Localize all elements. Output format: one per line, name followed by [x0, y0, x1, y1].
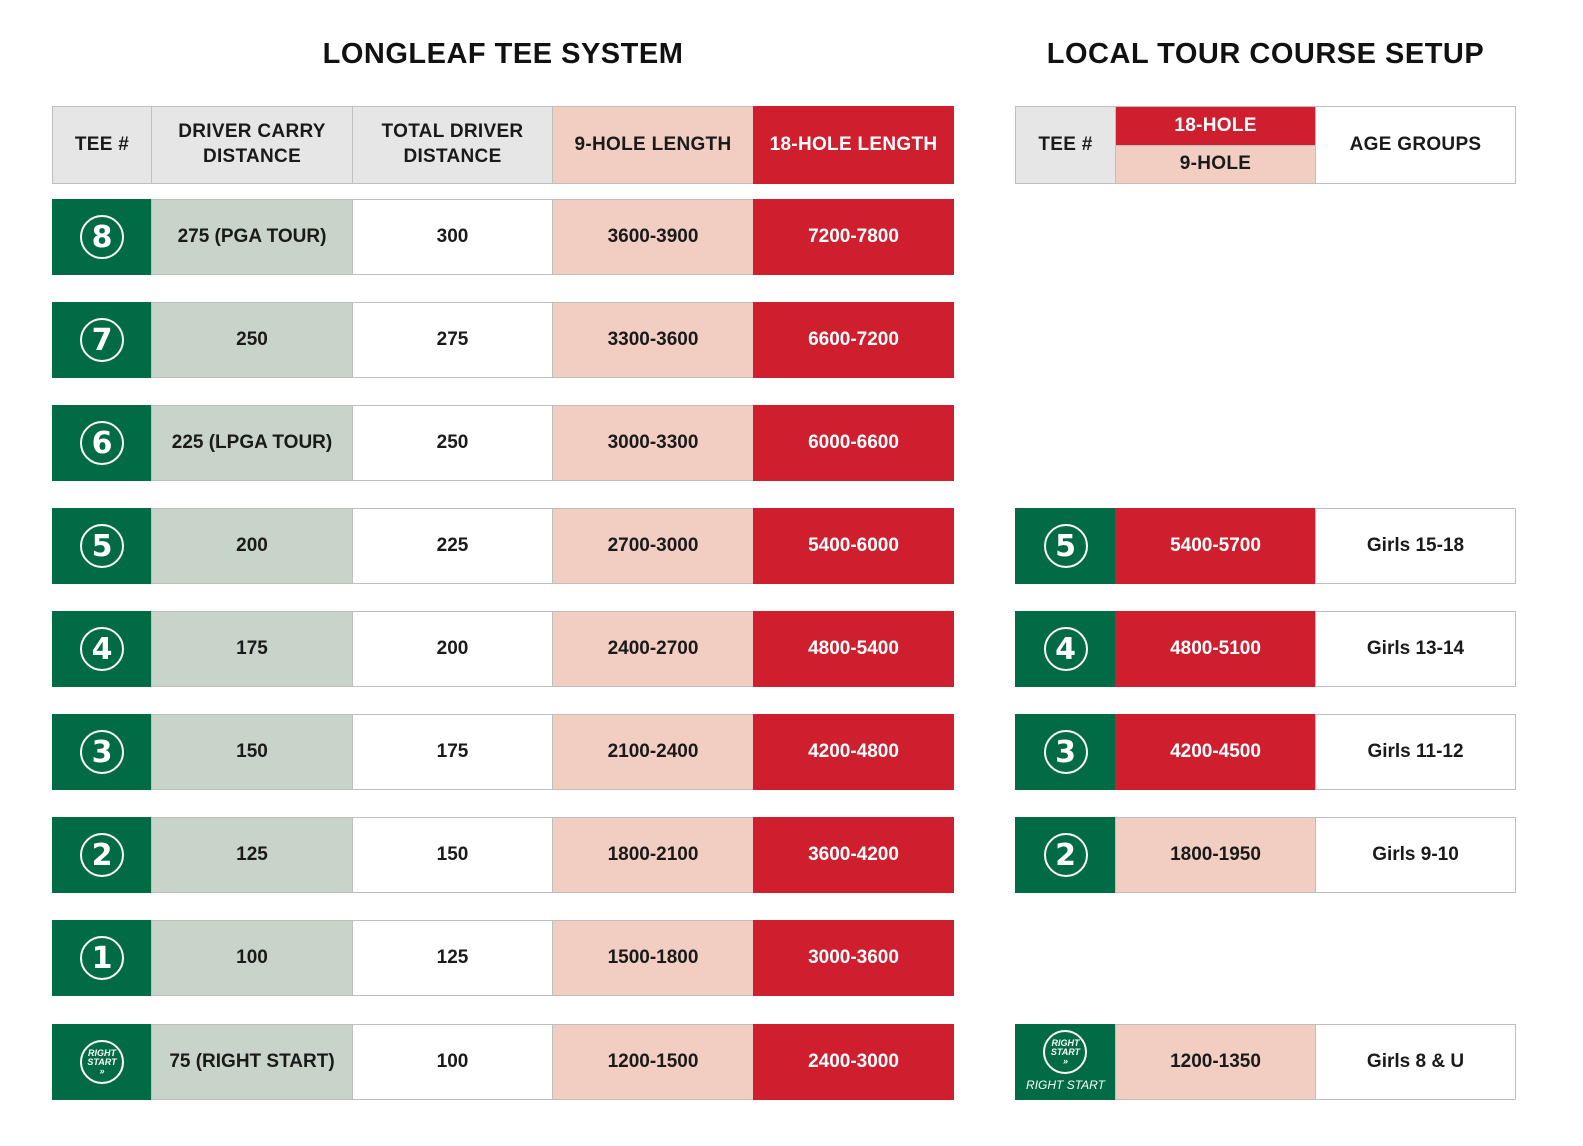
driver-carry-cell: 175 — [151, 611, 353, 687]
course-length-cell: 4800-5100 — [1115, 611, 1316, 687]
right-start-logo: RIGHT START» — [80, 1040, 124, 1084]
right-start-logo: RIGHT START» RIGHT START — [1026, 1030, 1105, 1094]
tee-cell: 5 — [52, 508, 152, 584]
tee-cell-right: 3 — [1015, 714, 1116, 790]
nine-hole-length-cell: 1500-1800 — [552, 920, 754, 996]
tee-number-badge: 4 — [1043, 627, 1088, 671]
header-hole-split: 18-HOLE 9-HOLE — [1115, 106, 1316, 184]
total-driver-cell: 150 — [352, 817, 553, 893]
tee-number-badge: 4 — [80, 627, 124, 671]
tee-number-badge: 3 — [1043, 730, 1088, 774]
header-driver-carry: DRIVER CARRY DISTANCE — [151, 106, 353, 184]
nine-hole-length-cell: 2400-2700 — [552, 611, 754, 687]
longleaf-title: LONGLEAF TEE SYSTEM — [322, 38, 684, 70]
tee-number-badge: 5 — [1043, 524, 1088, 568]
tee-number-badge: 8 — [80, 215, 124, 259]
eighteen-hole-length-cell: 2400-3000 — [753, 1024, 954, 1100]
total-driver-cell: 125 — [352, 920, 553, 996]
driver-carry-cell: 100 — [151, 920, 353, 996]
eighteen-hole-length-cell: 3600-4200 — [753, 817, 954, 893]
tee-cell: 1 — [52, 920, 152, 996]
right-start-icon: RIGHT START» — [1043, 1030, 1088, 1075]
header-age-groups: AGE GROUPS — [1315, 106, 1516, 184]
tee-cell-right: 4 — [1015, 611, 1116, 687]
tee-cell: 2 — [52, 817, 152, 893]
header-18-hole-length: 18-HOLE LENGTH — [753, 106, 954, 184]
age-group-cell: Girls 15-18 — [1315, 508, 1516, 584]
course-length-cell: 1200-1350 — [1115, 1024, 1316, 1100]
total-driver-cell: 275 — [352, 302, 553, 378]
age-group-cell: Girls 13-14 — [1315, 611, 1516, 687]
course-length-cell: 4200-4500 — [1115, 714, 1316, 790]
eighteen-hole-length-cell: 7200-7800 — [753, 199, 954, 275]
tee-number-badge: 7 — [80, 318, 124, 362]
header-18-hole: 18-HOLE — [1116, 107, 1315, 145]
course-length-cell: 1800-1950 — [1115, 817, 1316, 893]
course-length-cell: 5400-5700 — [1115, 508, 1316, 584]
tee-cell: RIGHT START» — [52, 1024, 152, 1100]
total-driver-cell: 300 — [352, 199, 553, 275]
eighteen-hole-length-cell: 3000-3600 — [753, 920, 954, 996]
header-9-hole-length: 9-HOLE LENGTH — [552, 106, 754, 184]
tee-number-badge: 6 — [80, 421, 124, 465]
total-driver-cell: 250 — [352, 405, 553, 481]
nine-hole-length-cell: 2100-2400 — [552, 714, 754, 790]
nine-hole-length-cell: 3000-3300 — [552, 405, 754, 481]
eighteen-hole-length-cell: 4800-5400 — [753, 611, 954, 687]
total-driver-cell: 175 — [352, 714, 553, 790]
driver-carry-cell: 150 — [151, 714, 353, 790]
total-driver-cell: 200 — [352, 611, 553, 687]
right-start-caption: RIGHT START — [1026, 1078, 1105, 1093]
header-tee-right: TEE # — [1015, 106, 1116, 184]
eighteen-hole-length-cell: 6600-7200 — [753, 302, 954, 378]
tee-number-badge: 2 — [1043, 833, 1088, 877]
right-start-icon: RIGHT START» — [80, 1040, 124, 1084]
age-group-cell: Girls 9-10 — [1315, 817, 1516, 893]
tee-number-badge: 1 — [80, 936, 124, 980]
tee-number-badge: 2 — [80, 833, 124, 877]
driver-carry-cell: 75 (RIGHT START) — [151, 1024, 353, 1100]
tee-cell-right: RIGHT START» RIGHT START — [1015, 1024, 1116, 1100]
total-driver-cell: 225 — [352, 508, 553, 584]
header-tee: TEE # — [52, 106, 152, 184]
header-9-hole: 9-HOLE — [1116, 145, 1315, 183]
driver-carry-cell: 275 (PGA TOUR) — [151, 199, 353, 275]
eighteen-hole-length-cell: 5400-6000 — [753, 508, 954, 584]
nine-hole-length-cell: 3600-3900 — [552, 199, 754, 275]
driver-carry-cell: 125 — [151, 817, 353, 893]
driver-carry-cell: 225 (LPGA TOUR) — [151, 405, 353, 481]
header-total-driver: TOTAL DRIVER DISTANCE — [352, 106, 553, 184]
nine-hole-length-cell: 3300-3600 — [552, 302, 754, 378]
tee-cell-right: 2 — [1015, 817, 1116, 893]
tee-cell-right: 5 — [1015, 508, 1116, 584]
eighteen-hole-length-cell: 4200-4800 — [753, 714, 954, 790]
tee-cell: 3 — [52, 714, 152, 790]
nine-hole-length-cell: 1800-2100 — [552, 817, 754, 893]
age-group-cell: Girls 8 & U — [1315, 1024, 1516, 1100]
eighteen-hole-length-cell: 6000-6600 — [753, 405, 954, 481]
tee-cell: 8 — [52, 199, 152, 275]
tee-cell: 6 — [52, 405, 152, 481]
tee-number-badge: 5 — [80, 524, 124, 568]
age-group-cell: Girls 11-12 — [1315, 714, 1516, 790]
total-driver-cell: 100 — [352, 1024, 553, 1100]
nine-hole-length-cell: 2700-3000 — [552, 508, 754, 584]
local-tour-title: LOCAL TOUR COURSE SETUP — [1046, 38, 1485, 70]
tee-number-badge: 3 — [80, 730, 124, 774]
tee-cell: 4 — [52, 611, 152, 687]
driver-carry-cell: 250 — [151, 302, 353, 378]
driver-carry-cell: 200 — [151, 508, 353, 584]
nine-hole-length-cell: 1200-1500 — [552, 1024, 754, 1100]
tee-cell: 7 — [52, 302, 152, 378]
